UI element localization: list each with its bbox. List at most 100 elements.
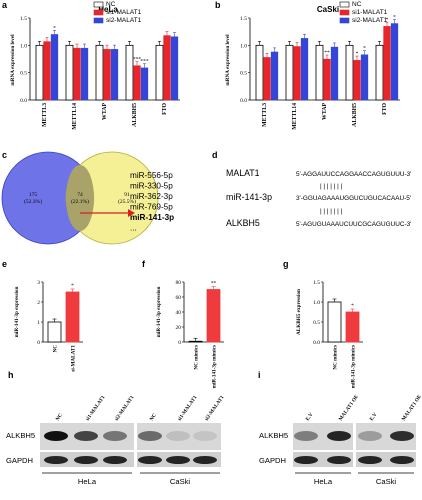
y-axis-label: mRNA expression level	[10, 34, 16, 86]
mirna-list-item: miR-769-5p	[130, 203, 173, 212]
bar-WTAP-NC	[315, 44, 324, 101]
y-tick-label: 0.0	[20, 98, 27, 104]
x-tick-label: NC	[53, 345, 59, 353]
x-tick-label: FTO	[162, 103, 168, 115]
venn-right-pct: (25.5%)	[118, 198, 136, 205]
panel-letter-c: c	[2, 150, 7, 160]
y-tick-label: 40	[176, 310, 182, 316]
bar-METTL14-si1-MALAT1	[293, 46, 301, 101]
band-gapdh	[358, 456, 382, 464]
x-tick-label: WTAP	[102, 103, 108, 120]
band-alkbh5	[166, 431, 190, 441]
bar-FTO-NC	[375, 44, 384, 101]
row-label-alkbh5: ALKBH5	[6, 431, 35, 440]
y-tick-label: 1.5	[240, 16, 247, 22]
group-label: CaSki	[170, 477, 191, 486]
significance-mark: ***	[133, 57, 142, 63]
panel-letter-b: b	[215, 0, 221, 10]
row-label-gapdh: GAPDH	[259, 456, 286, 465]
y-axis-label: miR-141-3p expression	[156, 287, 162, 338]
bar-WTAP-si1-MALAT1	[103, 49, 111, 101]
panel-letter-g: g	[283, 259, 289, 269]
bar-si-MALAT1	[65, 291, 80, 343]
band-alkbh5	[327, 431, 351, 441]
legend-swatch-si2	[339, 17, 350, 24]
band-gapdh	[74, 456, 98, 464]
legend-swatch-nc	[339, 1, 350, 8]
venn-mid-count: 74	[77, 192, 83, 198]
row-label-alkbh5: ALKBH5	[259, 431, 288, 440]
panel-letter-f: f	[142, 259, 146, 269]
y-tick-label: 0.5	[240, 71, 247, 77]
lane-label: si1-MALAT1	[85, 394, 107, 422]
x-tick-label: NC mimics	[333, 345, 339, 370]
group-label: HeLa	[314, 477, 333, 486]
chart-title: HeLa	[98, 5, 118, 14]
y-axis-label: mRNA expression level	[225, 34, 231, 86]
bar-METTL14-si1-MALAT1	[73, 47, 81, 101]
band-gapdh	[166, 456, 190, 464]
x-tick-label: METTL3	[42, 103, 48, 127]
band-alkbh5	[103, 431, 127, 441]
y-axis-label: ALKBH5 expression	[296, 289, 302, 335]
x-tick-label: WTAP	[322, 103, 328, 120]
bar-METTL3-si1-MALAT1	[263, 57, 271, 101]
bar-ALKBH5-NC	[345, 44, 354, 101]
legend-label: NC	[106, 1, 116, 8]
bar-METTL3-si2-MALAT1	[50, 34, 59, 101]
y-tick-label: 60	[176, 295, 182, 301]
lane-label: E.V	[369, 412, 379, 423]
bar-METTL14-NC	[285, 44, 294, 101]
venn-left-count: 175	[29, 192, 38, 198]
bar-METTL14-NC	[65, 44, 74, 101]
y-tick-label: 0.5	[313, 320, 320, 326]
mirna-list-item: miR-141-3p	[130, 213, 174, 222]
bar-miR-141-3p mimics	[345, 311, 360, 343]
band-alkbh5	[74, 431, 98, 441]
bar-METTL14-si2-MALAT1	[300, 38, 309, 101]
lane-label: MALAT1 OE	[401, 393, 422, 422]
bar-METTL3-si2-MALAT1	[270, 51, 279, 101]
bar-FTO-NC	[155, 44, 164, 101]
panel-letter-i: i	[258, 370, 261, 380]
band-gapdh	[103, 456, 127, 464]
y-tick-label: 1.0	[313, 300, 320, 306]
y-tick-label: 2	[37, 300, 40, 306]
significance-mark: **	[324, 50, 330, 56]
band-alkbh5	[193, 431, 217, 441]
significance-mark: *	[393, 14, 396, 20]
x-tick-label: miR-141-3p mimics	[212, 345, 218, 388]
seq-mir-name: miR-141-3p	[226, 192, 272, 202]
lane-label: si2-MALAT1	[204, 394, 226, 422]
bar-FTO-si1-MALAT1	[163, 35, 171, 101]
legend-swatch-si1	[339, 9, 350, 16]
bar-WTAP-si2-MALAT1	[110, 49, 119, 101]
x-tick-label: FTO	[382, 103, 388, 115]
group-label: HeLa	[78, 477, 97, 486]
significance-mark: **	[211, 281, 217, 287]
bar-ALKBH5-si2-MALAT1	[360, 54, 369, 101]
significance-mark: *	[53, 25, 56, 31]
venn-mid-pct: (22.1%)	[71, 198, 89, 205]
legend-label: si1-MALAT1	[352, 9, 388, 16]
band-alkbh5	[358, 431, 382, 441]
x-tick-label: ALKBH5	[352, 103, 358, 127]
mirna-list-item: miR-330-5p	[130, 182, 173, 191]
venn-overlap-fill	[66, 165, 94, 231]
significance-mark: *	[71, 283, 74, 289]
legend-swatch-si2	[93, 17, 104, 24]
significance-mark: *	[356, 51, 359, 57]
bar-FTO-si2-MALAT1	[390, 23, 399, 101]
x-tick-label: METTL14	[292, 103, 298, 130]
mirna-list-item: miR-556-5p	[130, 171, 173, 180]
seq-malat1-name: MALAT1	[226, 168, 260, 178]
y-tick-label: 0.5	[20, 71, 27, 77]
y-tick-label: 0.0	[240, 98, 247, 104]
legend-label: si2-MALAT1	[106, 17, 142, 24]
bar-NC mimics	[327, 301, 342, 343]
x-tick-label: si-MALAT1	[71, 345, 77, 372]
significance-mark: ***	[140, 59, 149, 65]
panel-letter-d: d	[212, 150, 218, 160]
venn-right-count: 91	[124, 192, 130, 198]
bar-ALKBH5-si1-MALAT1	[133, 65, 141, 101]
